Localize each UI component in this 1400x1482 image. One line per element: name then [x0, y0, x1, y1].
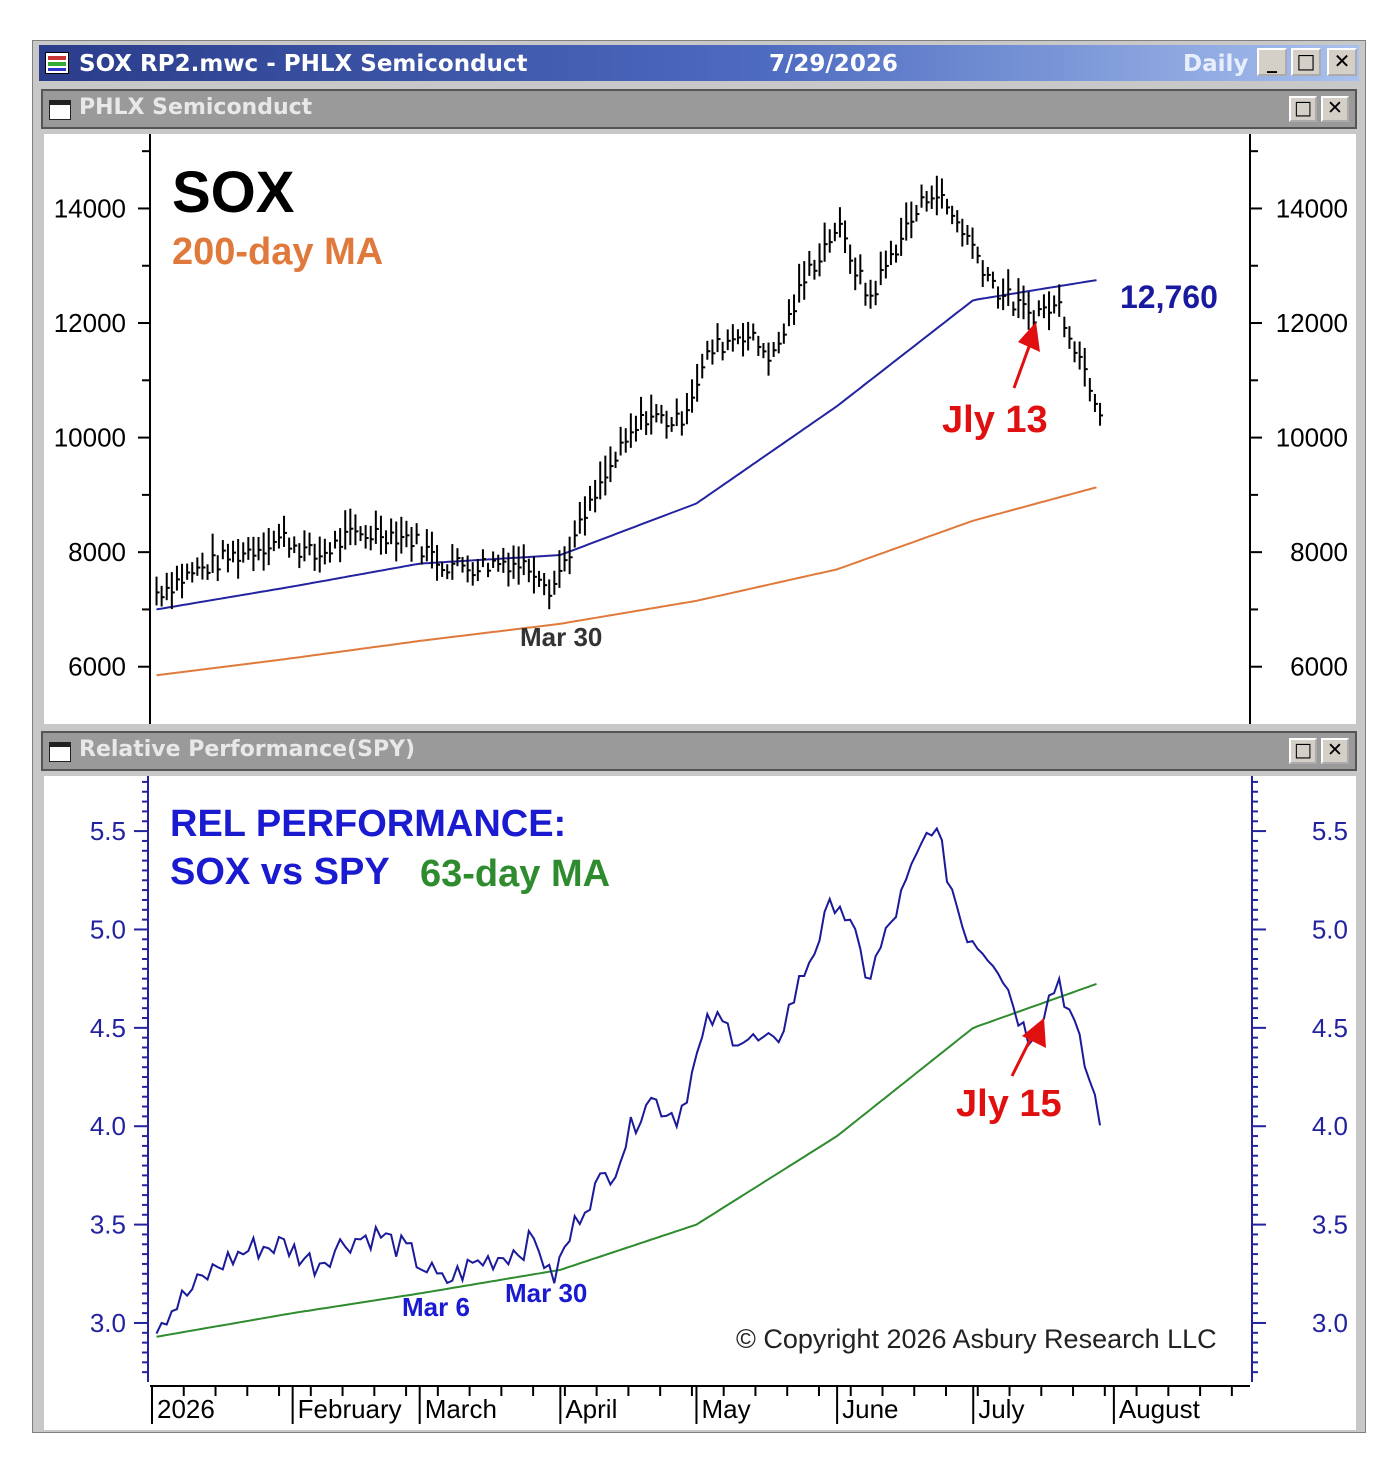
bottom-chart-subtitle: SOX vs SPY [170, 851, 390, 893]
bottom-ytick-label-right: 5.5 [1312, 816, 1348, 846]
top-ytick-label-right: 14000 [1276, 193, 1348, 223]
x-month-label: February [298, 1394, 402, 1424]
top-pane-maximize-button[interactable]: □ [1289, 96, 1317, 122]
x-month-label: July [978, 1394, 1024, 1424]
top-ytick-label-left: 6000 [68, 652, 126, 682]
x-month-label: March [425, 1394, 497, 1424]
window-icon [49, 742, 71, 762]
bottom-chart-title: REL PERFORMANCE: [170, 803, 566, 845]
bottom-ytick-label-right: 4.5 [1312, 1013, 1348, 1043]
series-sox-ma [156, 279, 1097, 611]
bottom-pane-maximize-button[interactable]: □ [1289, 738, 1317, 764]
annotation-mar30-top: Mar 30 [520, 622, 602, 652]
window-title: SOX RP2.mwc - PHLX Semiconduct [79, 51, 528, 77]
top-ytick-label-left: 12000 [54, 308, 126, 338]
x-month-label: August [1119, 1394, 1201, 1424]
x-month-label: June [842, 1394, 898, 1424]
window-date: 7/29/2026 [769, 51, 898, 77]
top-plot-background [44, 134, 1356, 724]
bottom-ytick-label-left: 4.0 [90, 1111, 126, 1141]
bottom-pane-title: Relative Performance(SPY) [79, 737, 416, 762]
top-chart-subtitle: 200-day MA [172, 231, 383, 273]
bottom-pane-close-button[interactable]: ✕ [1321, 738, 1349, 764]
top-ytick-label-left: 10000 [54, 423, 126, 453]
bottom-plot-background [44, 776, 1356, 1382]
x-month-label: May [701, 1394, 750, 1424]
top-ytick-label-right: 12000 [1276, 308, 1348, 338]
bottom-ytick-label-left: 5.5 [90, 816, 126, 846]
maximize-button[interactable]: □ [1291, 48, 1321, 76]
bottom-ytick-label-right: 3.0 [1312, 1308, 1348, 1338]
top-pane-header[interactable]: PHLX Semiconduct □ ✕ [41, 89, 1357, 129]
series-200day-ma [156, 486, 1097, 677]
top-ytick-label-left: 14000 [54, 193, 126, 223]
legend-63day-ma: 63-day MA [420, 853, 610, 895]
annotation-jly13: Jly 13 [942, 399, 1048, 441]
app-icon [45, 52, 69, 74]
minimize-button[interactable]: _ [1257, 48, 1287, 76]
bottom-ytick-label-left: 3.5 [90, 1210, 126, 1240]
bottom-ytick-label-left: 5.0 [90, 914, 126, 944]
annotation-mar6: Mar 6 [402, 1292, 470, 1322]
bottom-ytick-label-right: 5.0 [1312, 914, 1348, 944]
series-rel-performance [155, 826, 1101, 1335]
annotation-jly15: Jly 15 [956, 1083, 1062, 1125]
x-month-label: 2026 [157, 1394, 215, 1424]
top-pane-close-button[interactable]: ✕ [1321, 96, 1349, 122]
top-pane-title: PHLX Semiconduct [79, 95, 313, 120]
interval-label[interactable]: Daily [1183, 51, 1249, 77]
bottom-pane-header[interactable]: Relative Performance(SPY) □ ✕ [41, 731, 1357, 771]
close-button[interactable]: ✕ [1327, 48, 1357, 76]
top-ytick-label-right: 10000 [1276, 423, 1348, 453]
series-63day-ma [156, 982, 1097, 1338]
x-month-label: April [565, 1394, 617, 1424]
arrow-jly13 [1012, 322, 1040, 389]
window-icon [49, 100, 71, 120]
bottom-ytick-label-right: 3.5 [1312, 1210, 1348, 1240]
window-titlebar[interactable]: SOX RP2.mwc - PHLX Semiconduct 7/29/2026… [39, 45, 1359, 81]
top-ytick-label-right: 8000 [1290, 537, 1348, 567]
bottom-ytick-label-left: 4.5 [90, 1013, 126, 1043]
top-chart-title: SOX [172, 160, 295, 225]
copyright-text: © Copyright 2026 Asbury Research LLC [736, 1324, 1217, 1354]
annotation-12760: 12,760 [1120, 279, 1218, 315]
top-ytick-label-left: 8000 [68, 537, 126, 567]
annotation-mar30-bottom: Mar 30 [505, 1278, 587, 1308]
arrow-jly15 [1010, 1018, 1046, 1077]
top-ytick-label-right: 6000 [1290, 652, 1348, 682]
bottom-ytick-label-left: 3.0 [90, 1308, 126, 1338]
bottom-ytick-label-right: 4.0 [1312, 1111, 1348, 1141]
